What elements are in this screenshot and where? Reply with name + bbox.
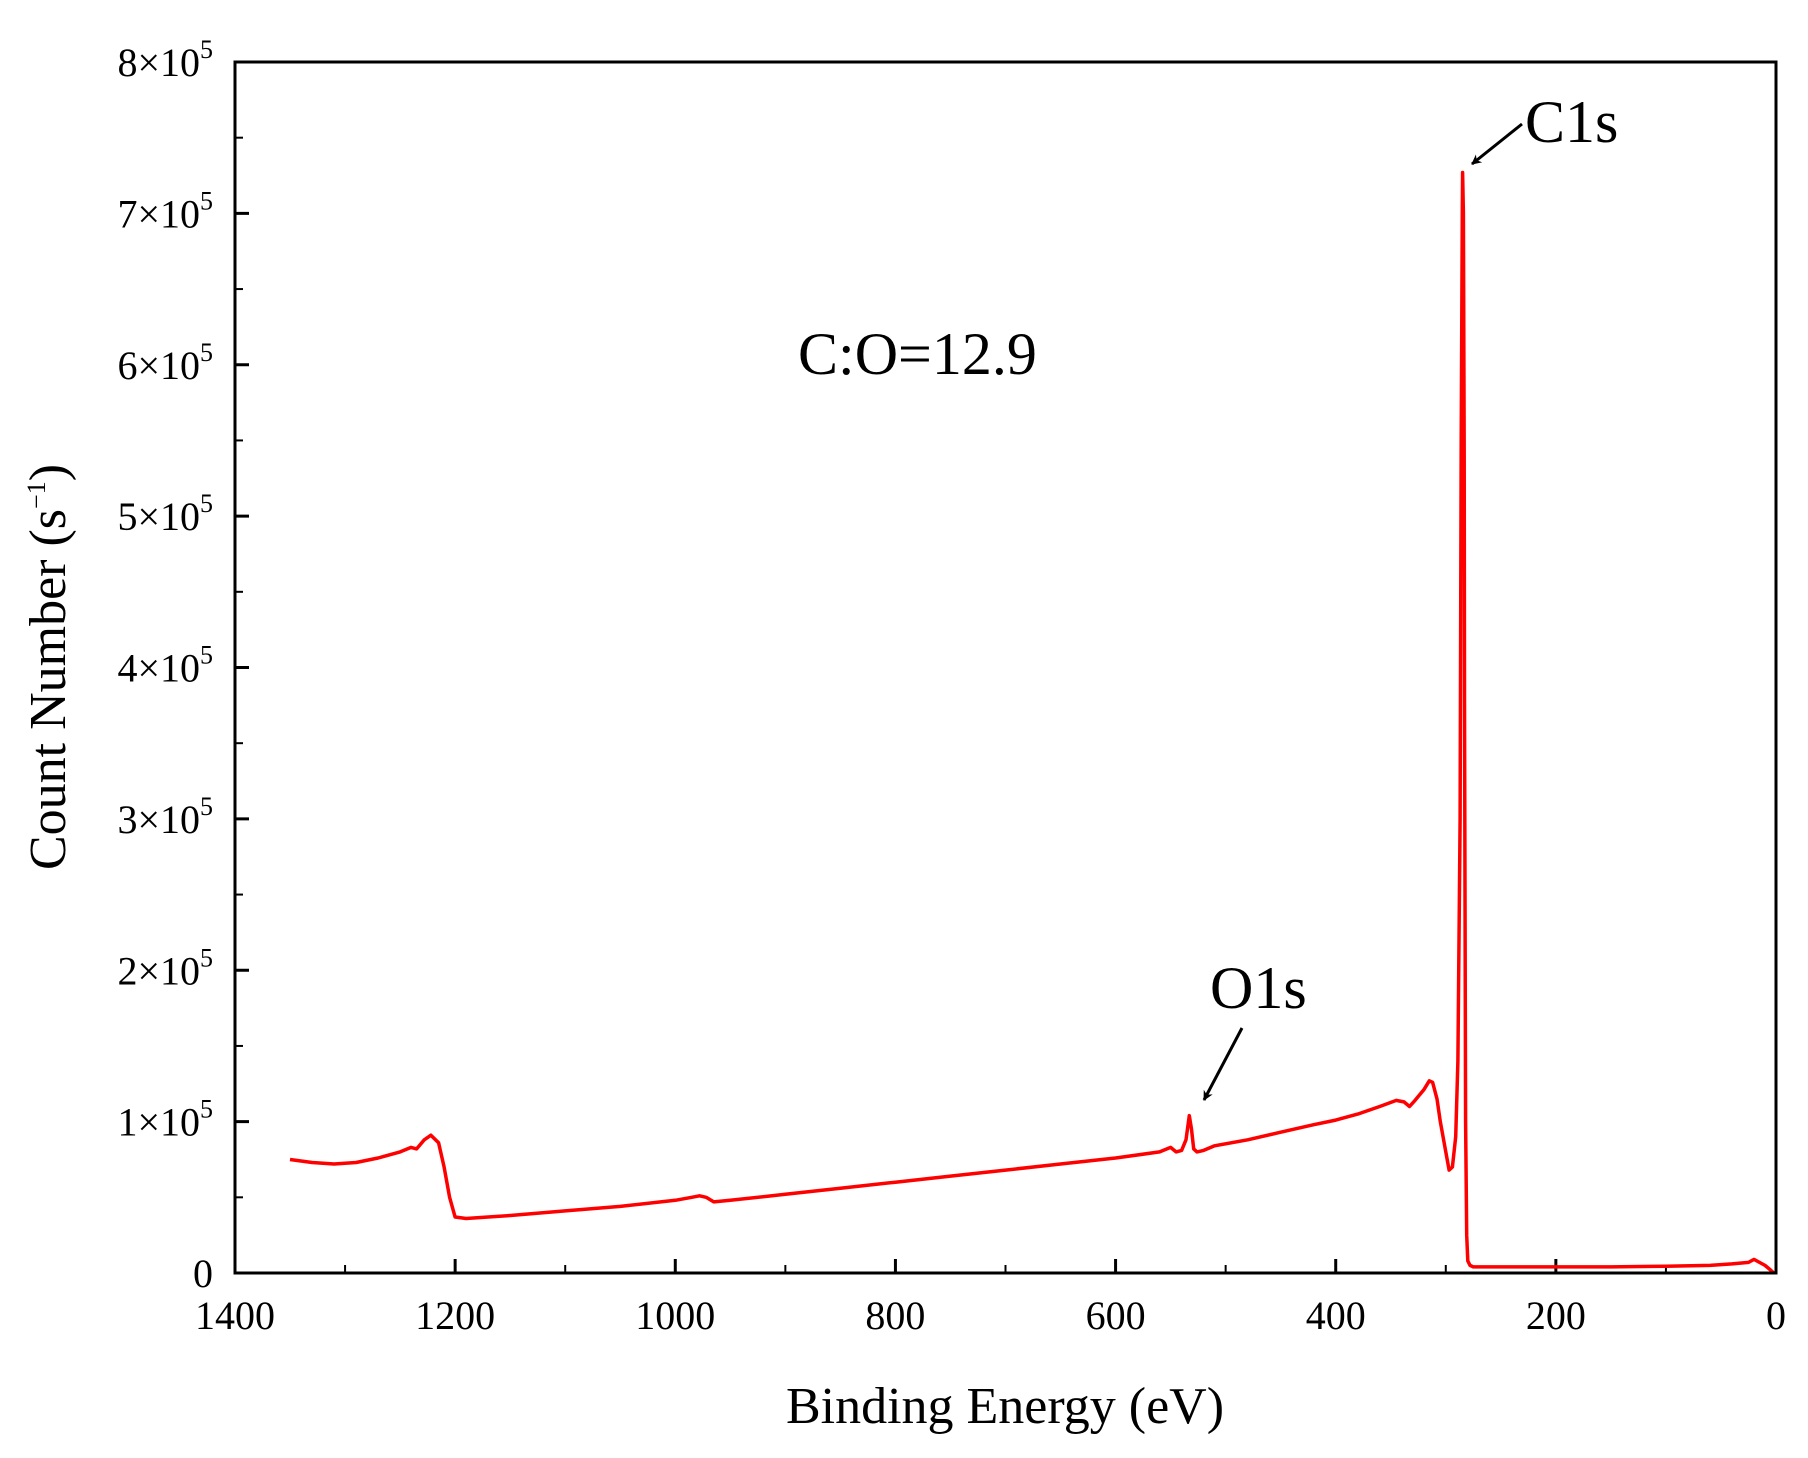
annotation-co-ratio: C:O=12.9 (798, 321, 1037, 387)
annotation-o1s: O1s (1210, 955, 1307, 1021)
plot-frame (233, 60, 1778, 1275)
x-tick-label: 800 (865, 1293, 925, 1338)
xps-spectrum-line (289, 170, 1775, 1275)
y-tick-label: 7×105 (117, 186, 213, 236)
y-tick-label: 8×105 (117, 35, 213, 85)
annotation-o1s-arrow (1202, 1027, 1244, 1101)
x-axis-title: Binding Energy (eV) (786, 1378, 1224, 1435)
y-tick-label: 5×105 (117, 489, 213, 539)
x-tick-label: 1000 (635, 1293, 715, 1338)
x-tick-label: 200 (1526, 1293, 1586, 1338)
annotation-c1s: C1s (1525, 89, 1618, 155)
y-axis-title: Count Number (s−1) (20, 464, 77, 870)
plot-background (235, 62, 1776, 1273)
x-axis-tick-labels: 1400 1200 1000 800 600 400 200 0 (195, 1293, 1786, 1338)
x-tick-label: 1400 (195, 1293, 275, 1338)
y-tick-label: 2×105 (117, 943, 213, 993)
annotation-c1s-arrow (1471, 122, 1523, 166)
x-tick-label: 0 (1766, 1293, 1786, 1338)
y-tick-label: 3×105 (117, 792, 213, 842)
y-axis-tick-labels: 0 1×105 2×105 3×105 4×105 5×105 6×105 7×105 8×10… (117, 35, 213, 1296)
y-tick-label: 0 (193, 1251, 213, 1296)
x-tick-label: 400 (1306, 1293, 1366, 1338)
y-tick-label: 6×105 (117, 338, 213, 388)
x-tick-label: 600 (1086, 1293, 1146, 1338)
x-tick-label: 1200 (415, 1293, 495, 1338)
y-tick-label: 4×105 (117, 641, 213, 691)
y-tick-label: 1×105 (117, 1095, 213, 1145)
